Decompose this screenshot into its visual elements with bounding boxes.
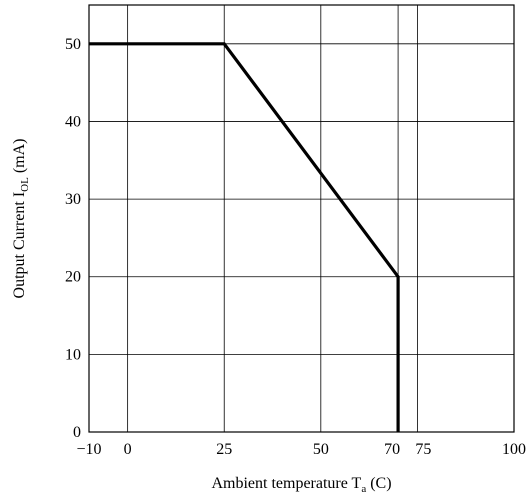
x-tick-label: 75: [415, 441, 431, 458]
series-group: [89, 42, 400, 432]
x-tick-labels: −10 0 25 50 70 75 100: [76, 441, 526, 458]
y-axis-label: Output Current IOL (mA): [11, 139, 31, 299]
x-axis-label-subscript: a: [361, 483, 366, 495]
x-axis-label-suffix: (C): [366, 475, 391, 492]
y-tick-label: 30: [65, 191, 81, 208]
x-axis-label: Ambient temperature Ta (C): [211, 475, 391, 495]
y-axis-label-subscript: OL: [19, 177, 31, 192]
x-tick-label: 50: [313, 441, 329, 458]
x-tick-label: −10: [76, 441, 101, 458]
y-axis-label-suffix: (mA): [11, 139, 28, 178]
y-axis-label-main: Output Current I: [11, 192, 28, 299]
series-line: [89, 42, 400, 432]
y-tick-label: 20: [65, 269, 81, 286]
y-tick-label: 50: [65, 36, 81, 53]
x-tick-label: 0: [124, 441, 132, 458]
y-tick-label: 40: [65, 113, 81, 130]
x-tick-label: 100: [502, 441, 526, 458]
y-tick-label: 0: [73, 424, 81, 441]
grid-lines: [89, 5, 514, 432]
y-tick-label: 10: [65, 346, 81, 363]
y-tick-labels: 0 10 20 30 40 50: [65, 36, 81, 441]
x-axis-label-main: Ambient temperature T: [211, 475, 361, 492]
x-tick-label: 70: [384, 441, 400, 458]
x-tick-label: 25: [216, 441, 232, 458]
plot-frame: [88, 4, 515, 433]
